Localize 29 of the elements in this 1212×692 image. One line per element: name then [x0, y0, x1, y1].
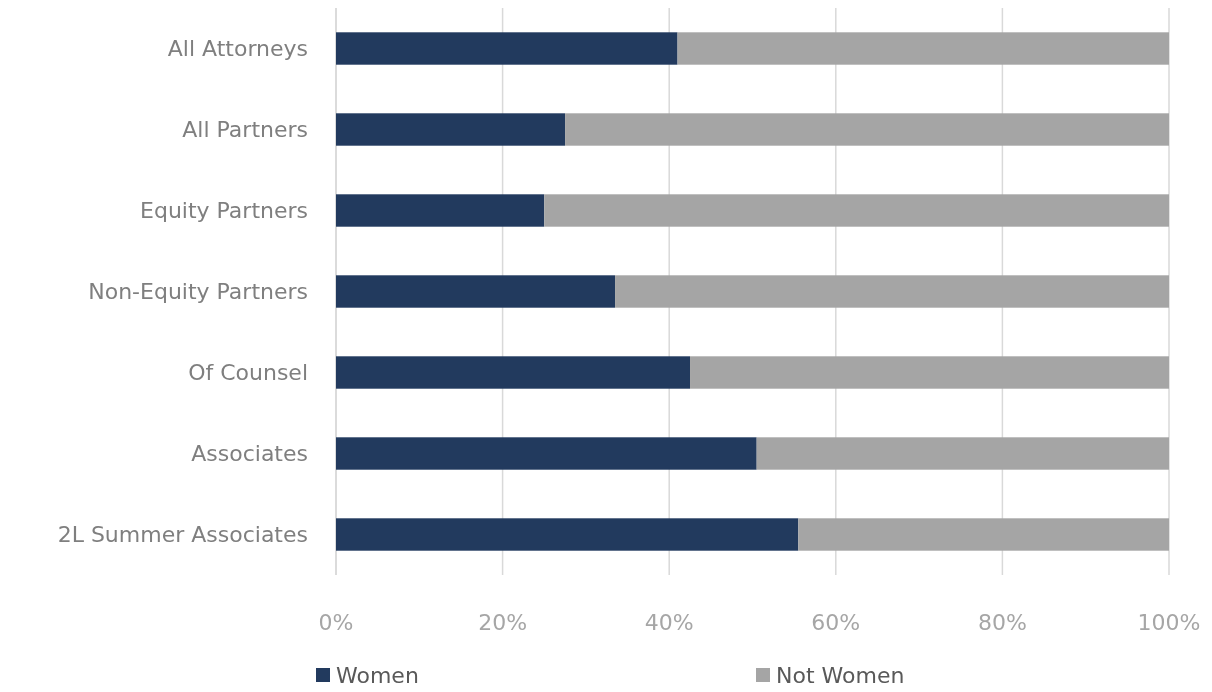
- bar: [336, 32, 678, 65]
- y-tick-label: Of Counsel: [188, 360, 308, 386]
- x-tick-label: 100%: [1137, 610, 1201, 635]
- bar: [677, 32, 1169, 65]
- y-tick-label: All Attorneys: [167, 36, 308, 62]
- x-tick-label: 20%: [478, 610, 528, 635]
- y-tick-label: Non-Equity Partners: [88, 279, 308, 305]
- bar: [690, 356, 1169, 389]
- y-tick-label: Equity Partners: [140, 198, 308, 224]
- bar: [336, 437, 757, 470]
- bar: [336, 275, 616, 308]
- y-tick-label: All Partners: [182, 117, 308, 143]
- bar: [336, 518, 799, 551]
- bar: [756, 437, 1169, 470]
- x-tick-label: 60%: [811, 610, 861, 635]
- bar: [336, 113, 566, 146]
- x-tick-label: 80%: [977, 610, 1027, 635]
- y-tick-label: 2L Summer Associates: [57, 522, 308, 548]
- y-tick-label: Associates: [191, 441, 308, 467]
- bar: [615, 275, 1169, 308]
- bar: [544, 194, 1169, 227]
- x-tick-label: 0%: [318, 610, 354, 635]
- x-tick-label: 40%: [644, 610, 694, 635]
- bar: [798, 518, 1169, 551]
- legend-label: Women: [336, 662, 419, 688]
- bar: [336, 356, 691, 389]
- bar: [336, 194, 545, 227]
- legend-label: Not Women: [776, 662, 905, 688]
- bar: [565, 113, 1169, 146]
